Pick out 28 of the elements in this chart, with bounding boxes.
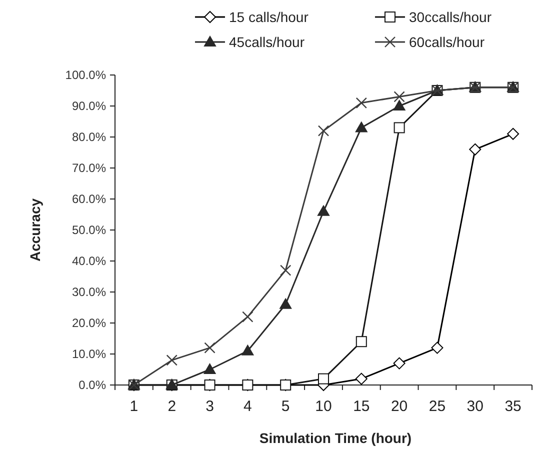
y-axis-title: Accuracy [27, 198, 43, 262]
x-tick-label: 15 [353, 398, 370, 415]
y-tick-label: 10.0% [72, 347, 106, 362]
x-axis-title: Simulation Time (hour) [259, 430, 412, 446]
y-tick-label: 0.0% [78, 378, 106, 392]
legend-label: 60calls/hour [409, 34, 485, 50]
y-tick-label: 20.0% [72, 316, 106, 330]
x-tick-label: 20 [390, 398, 408, 415]
x-tick-label: 1 [130, 398, 138, 415]
legend-label: 30ccalls/hour [409, 8, 492, 25]
y-tick-label: 80.0% [72, 130, 106, 144]
x-tick-label: 3 [206, 398, 214, 415]
x-tick-label: 2 [168, 398, 176, 415]
y-tick-label: 60.0% [72, 192, 106, 206]
y-tick-label: 30.0% [72, 285, 106, 300]
x-tick-label: 5 [281, 398, 290, 415]
x-tick-label: 25 [428, 398, 446, 415]
y-tick-label: 90.0% [72, 99, 106, 114]
legend-label: 45calls/hour [229, 34, 305, 50]
x-tick-label: 30 [466, 398, 484, 415]
y-tick-label: 100.0% [65, 68, 106, 82]
x-tick-label: 4 [244, 398, 252, 415]
y-tick-label: 70.0% [72, 161, 106, 176]
y-tick-label: 40.0% [72, 254, 106, 268]
x-tick-label: 10 [315, 398, 332, 415]
y-tick-label: 50.0% [72, 223, 106, 238]
legend-label: 15 calls/hour [229, 8, 309, 25]
x-tick-label: 35 [504, 398, 522, 415]
